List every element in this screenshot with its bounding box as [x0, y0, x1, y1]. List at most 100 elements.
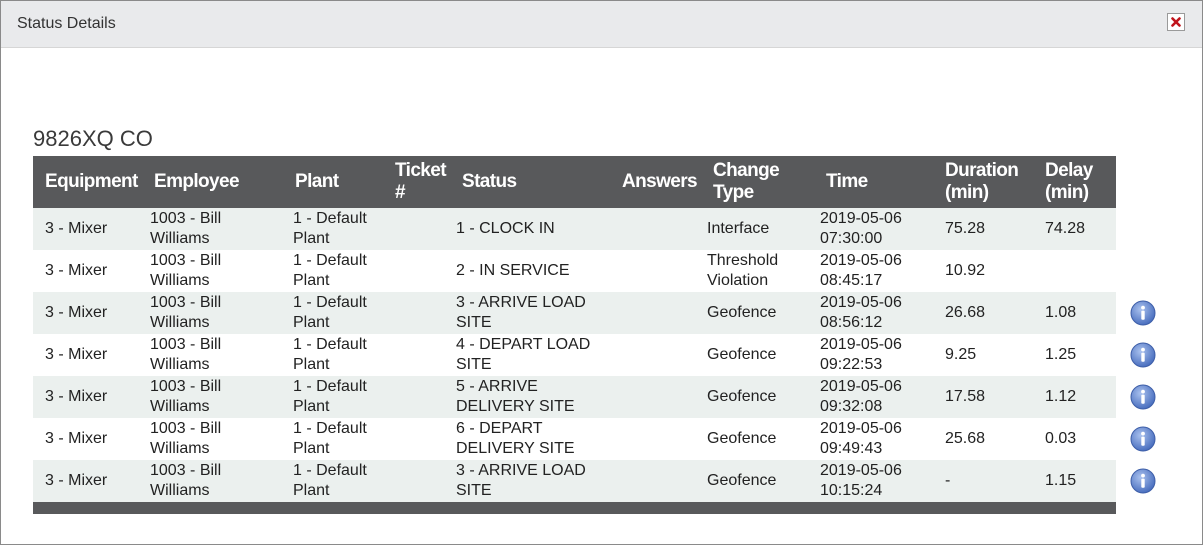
table-row[interactable]: 3 - Mixer 1003 - Bill Williams 1 - Default… — [33, 376, 1116, 418]
cell-equipment: 3 - Mixer — [33, 250, 142, 292]
cell-ticket — [383, 334, 450, 376]
cell-answers — [610, 292, 701, 334]
info-icon[interactable] — [1130, 426, 1156, 452]
cell-status: 4 - DEPART LOAD SITE — [450, 334, 610, 376]
cell-time: 2019-05-06 09:22:53 — [814, 334, 933, 376]
table-row[interactable]: 3 - Mixer 1003 - Bill Williams 1 - Default… — [33, 208, 1116, 250]
cell-delay: 0.03 — [1033, 418, 1116, 460]
col-header-ticket[interactable]: Ticket # — [383, 156, 450, 208]
cell-equipment: 3 - Mixer — [33, 460, 142, 502]
cell-plant: 1 - Default Plant — [283, 334, 383, 376]
cell-ticket — [383, 418, 450, 460]
col-header-equipment[interactable]: Equipment — [33, 156, 142, 208]
cell-delay: 74.28 — [1033, 208, 1116, 250]
cell-plant: 1 - Default Plant — [283, 418, 383, 460]
col-header-employee[interactable]: Employee — [142, 156, 283, 208]
cell-answers — [610, 250, 701, 292]
cell-delay — [1033, 250, 1116, 292]
table-row[interactable]: 3 - Mixer 1003 - Bill Williams 1 - Default… — [33, 460, 1116, 502]
cell-status: 5 - ARRIVE DELIVERY SITE — [450, 376, 610, 418]
cell-plant: 1 - Default Plant — [283, 292, 383, 334]
cell-status: 3 - ARRIVE LOAD SITE — [450, 292, 610, 334]
cell-ticket — [383, 292, 450, 334]
cell-delay: 1.08 — [1033, 292, 1116, 334]
cell-delay: 1.25 — [1033, 334, 1116, 376]
cell-status: 2 - IN SERVICE — [450, 250, 610, 292]
table-row[interactable]: 3 - Mixer 1003 - Bill Williams 1 - Default… — [33, 250, 1116, 292]
cell-equipment: 3 - Mixer — [33, 418, 142, 460]
cell-duration: 9.25 — [933, 334, 1033, 376]
cell-delay: 1.15 — [1033, 460, 1116, 502]
cell-duration: 17.58 — [933, 376, 1033, 418]
close-icon — [1171, 17, 1181, 27]
cell-duration: 75.28 — [933, 208, 1033, 250]
cell-delay: 1.12 — [1033, 376, 1116, 418]
cell-employee: 1003 - Bill Williams — [142, 334, 283, 376]
cell-employee: 1003 - Bill Williams — [142, 418, 283, 460]
cell-employee: 1003 - Bill Williams — [142, 250, 283, 292]
cell-time: 2019-05-06 09:32:08 — [814, 376, 933, 418]
cell-plant: 1 - Default Plant — [283, 460, 383, 502]
table-row[interactable]: 3 - Mixer 1003 - Bill Williams 1 - Default… — [33, 418, 1116, 460]
table-footer-bar — [33, 502, 1116, 514]
cell-time: 2019-05-06 08:45:17 — [814, 250, 933, 292]
table-body: 3 - Mixer 1003 - Bill Williams 1 - Default… — [33, 208, 1116, 502]
col-header-plant[interactable]: Plant — [283, 156, 383, 208]
cell-plant: 1 - Default Plant — [283, 208, 383, 250]
col-header-status[interactable]: Status — [450, 156, 610, 208]
cell-status: 6 - DEPART DELIVERY SITE — [450, 418, 610, 460]
cell-ticket — [383, 460, 450, 502]
equipment-subtitle: 9826XQ CO — [33, 126, 153, 151]
cell-change-type: Geofence — [701, 460, 814, 502]
cell-answers — [610, 418, 701, 460]
cell-plant: 1 - Default Plant — [283, 250, 383, 292]
cell-plant: 1 - Default Plant — [283, 376, 383, 418]
cell-change-type: Threshold Violation — [701, 250, 814, 292]
cell-change-type: Interface — [701, 208, 814, 250]
dialog-titlebar: Status Details — [1, 1, 1202, 48]
cell-answers — [610, 460, 701, 502]
col-header-time[interactable]: Time — [814, 156, 933, 208]
cell-duration: 10.92 — [933, 250, 1033, 292]
cell-employee: 1003 - Bill Williams — [142, 376, 283, 418]
cell-time: 2019-05-06 07:30:00 — [814, 208, 933, 250]
cell-change-type: Geofence — [701, 418, 814, 460]
cell-duration: 25.68 — [933, 418, 1033, 460]
cell-ticket — [383, 376, 450, 418]
dialog-title: Status Details — [17, 15, 116, 32]
cell-time: 2019-05-06 09:49:43 — [814, 418, 933, 460]
info-icon[interactable] — [1130, 342, 1156, 368]
cell-employee: 1003 - Bill Williams — [142, 460, 283, 502]
cell-change-type: Geofence — [701, 334, 814, 376]
cell-answers — [610, 208, 701, 250]
cell-equipment: 3 - Mixer — [33, 208, 142, 250]
cell-equipment: 3 - Mixer — [33, 376, 142, 418]
cell-employee: 1003 - Bill Williams — [142, 208, 283, 250]
status-table: Equipment Employee Plant Ticket # Status… — [33, 156, 1116, 502]
col-header-duration[interactable]: Duration (min) — [933, 156, 1033, 208]
info-icon[interactable] — [1130, 300, 1156, 326]
cell-time: 2019-05-06 10:15:24 — [814, 460, 933, 502]
info-icon[interactable] — [1130, 384, 1156, 410]
cell-status: 1 - CLOCK IN — [450, 208, 610, 250]
cell-duration: 26.68 — [933, 292, 1033, 334]
col-header-answers[interactable]: Answers — [610, 156, 701, 208]
table-header-row: Equipment Employee Plant Ticket # Status… — [33, 156, 1116, 208]
col-header-delay[interactable]: Delay (min) — [1033, 156, 1116, 208]
cell-employee: 1003 - Bill Williams — [142, 292, 283, 334]
cell-time: 2019-05-06 08:56:12 — [814, 292, 933, 334]
cell-duration: - — [933, 460, 1033, 502]
close-button[interactable] — [1167, 13, 1185, 31]
cell-change-type: Geofence — [701, 292, 814, 334]
cell-answers — [610, 334, 701, 376]
cell-answers — [610, 376, 701, 418]
cell-status: 3 - ARRIVE LOAD SITE — [450, 460, 610, 502]
table-row[interactable]: 3 - Mixer 1003 - Bill Williams 1 - Default… — [33, 334, 1116, 376]
cell-ticket — [383, 208, 450, 250]
cell-equipment: 3 - Mixer — [33, 334, 142, 376]
cell-ticket — [383, 250, 450, 292]
col-header-change-type[interactable]: Change Type — [701, 156, 814, 208]
table-row[interactable]: 3 - Mixer 1003 - Bill Williams 1 - Default… — [33, 292, 1116, 334]
info-icon[interactable] — [1130, 468, 1156, 494]
